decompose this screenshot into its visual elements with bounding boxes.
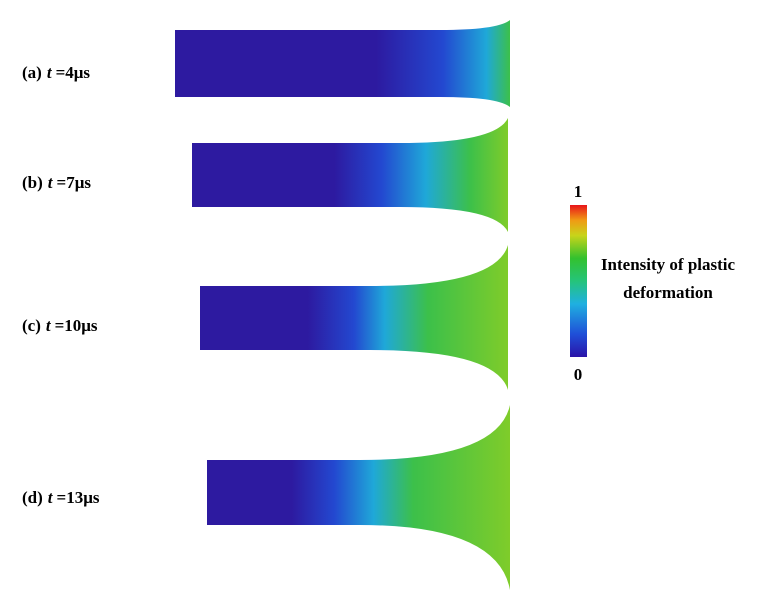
panel-variable: t [46,316,52,335]
specimen [207,405,510,590]
colorbar-max: 1 [574,182,583,201]
panel-variable: t [48,488,54,507]
specimen [175,20,510,107]
panel-label: (a) t =4μs [22,63,90,82]
colorbar-title: Intensity of plastic [601,255,736,274]
panel-letter: (d) [22,488,43,507]
specimen [192,118,508,232]
panel-variable: t [48,173,54,192]
panel-letter: (c) [22,316,41,335]
colorbar-title: deformation [623,283,713,302]
specimen [200,245,508,390]
panel-label: (b) t =7μs [22,173,91,192]
panels: (a) t =4μs(b) t =7μs(c) t =10μs(d) t =13μs [22,20,510,590]
panel-variable: t [47,63,53,82]
colorbar [570,205,587,357]
panel-letter: (a) [22,63,42,82]
panel-label: (d) t =13μs [22,488,100,507]
panel-time: =10μs [55,316,98,335]
panel-label: (c) t =10μs [22,316,98,335]
panel-letter: (b) [22,173,43,192]
panel-time: =7μs [57,173,92,192]
panel-time: =4μs [56,63,91,82]
panel-time: =13μs [57,488,100,507]
colorbar-min: 0 [574,365,583,384]
